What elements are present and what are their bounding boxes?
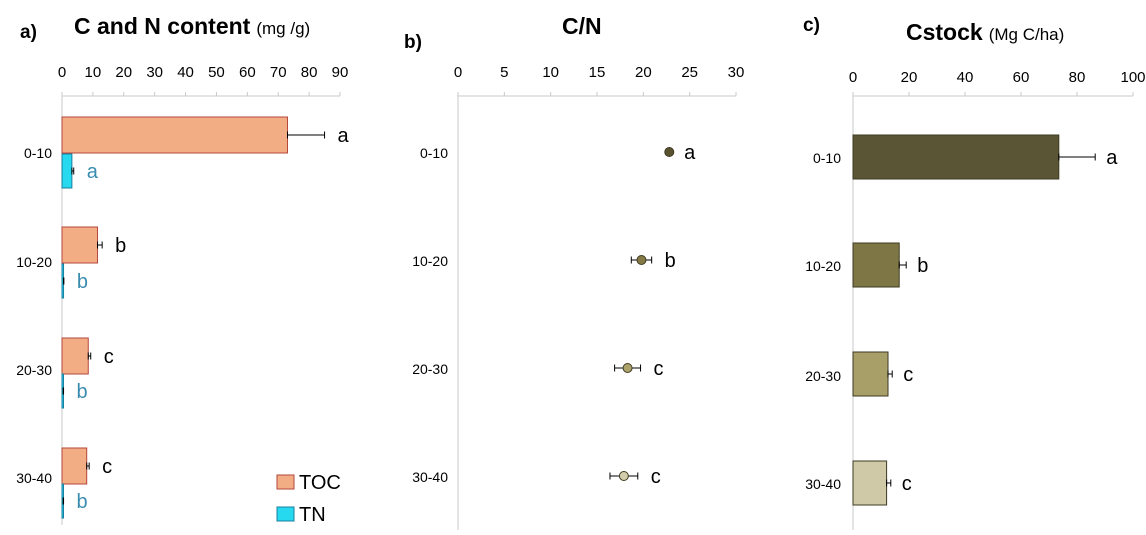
panel-c-title-unit: (Mg C/ha) [989,25,1065,44]
panel-c-title: Cstock (Mg C/ha) [906,19,1064,45]
significance-letter: c [903,364,913,386]
panel-b-categories: 0-10 10-20 20-30 30-40 [412,145,448,485]
data-point [664,147,675,157]
significance-letter-toc: c [102,456,112,478]
x-tick-label: 50 [208,64,225,81]
x-tick-label: 20 [635,64,652,81]
category-label: 20-30 [805,368,841,384]
bar-toc [61,226,99,264]
category-label: 0-10 [24,145,52,161]
panel-b-points: a b c c [609,142,696,488]
bar [852,460,888,506]
significance-letter-tn: b [77,271,88,293]
significance-letter: c [654,358,664,380]
legend-swatch-tn [276,506,295,522]
category-label: 10-20 [805,258,841,274]
category-label: 20-30 [412,361,448,377]
significance-letter-tn: b [77,491,88,513]
data-point [636,255,647,265]
bar-toc [61,116,288,154]
x-tick-label: 25 [681,64,698,81]
x-tick-label: 10 [542,64,559,81]
category-label: 0-10 [813,150,841,166]
category-label: 30-40 [412,469,448,485]
legend-label-tn: TN [299,504,326,526]
category-label: 30-40 [16,470,52,486]
panel-a-ticks: 0 10 20 30 40 50 60 70 80 90 [58,64,349,96]
x-tick-label: 60 [1013,69,1030,86]
x-tick-label: 10 [85,64,102,81]
panel-c-title-main: Cstock [906,19,983,45]
panel-b-letter: b) [404,32,422,53]
x-tick-label: 5 [500,64,508,81]
significance-letter: b [917,255,928,277]
category-label: 0-10 [420,145,448,161]
panel-c-letter: c) [803,15,820,36]
significance-letter-toc: b [115,235,126,257]
x-tick-label: 0 [849,69,857,86]
legend-label-toc: TOC [299,472,341,494]
x-tick-label: 20 [901,69,918,86]
panel-b: b) C/N 0 5 10 15 20 25 30 0-1010-2020-3030-40 … [404,13,744,530]
significance-letter-toc: a [338,125,350,147]
panel-c: c) Cstock (Mg C/ha) 0 20 40 60 80 100 0-10 10-2… [803,15,1146,530]
x-tick-label: 90 [332,64,349,81]
significance-letter-tn: a [87,161,99,183]
panel-c-bars: a b c c [852,134,1118,506]
x-tick-label: 100 [1120,69,1145,86]
panel-c-categories: 0-10 10-20 20-30 30-40 [805,150,841,492]
significance-letter: c [902,473,912,495]
x-tick-label: 40 [177,64,194,81]
x-tick-label: 80 [1069,69,1086,86]
panel-a-title-main: C and N content [74,13,251,39]
significance-letter: b [665,250,676,272]
panel-a-title-unit: (mg /g) [256,19,310,38]
x-tick-label: 0 [454,64,462,81]
bar [852,242,900,288]
category-label: 10-20 [16,254,52,270]
x-tick-label: 40 [957,69,974,86]
x-tick-label: 70 [270,64,287,81]
bar [852,134,1060,180]
category-label: 10-20 [412,253,448,269]
data-point [618,471,629,481]
significance-letter: a [684,142,696,164]
category-label: 20-30 [16,362,52,378]
bar-toc [61,337,89,375]
panel-a: a) C and N content (mg /g) 0 10 20 30 40 50 60 7… [16,13,349,526]
bar-toc [61,447,88,485]
bar [852,351,889,397]
significance-letter: a [1106,147,1118,169]
significance-letter-toc: c [104,346,114,368]
legend-swatch-toc [276,474,295,490]
x-tick-label: 60 [239,64,256,81]
significance-letter: c [651,466,661,488]
x-tick-label: 30 [728,64,745,81]
category-label: 30-40 [805,476,841,492]
panel-a-legend: TOC TN [276,472,341,526]
panel-c-ticks: 0 20 40 60 80 100 [849,69,1146,96]
panel-a-letter: a) [20,22,37,43]
data-point [622,363,633,373]
panel-b-ticks: 0 5 10 15 20 25 30 [454,64,745,96]
x-tick-label: 0 [58,64,66,81]
bar-tn [61,153,73,189]
panel-a-title: C and N content (mg /g) [74,13,310,39]
panel-a-categories: 0-10 10-20 20-30 30-40 [16,145,52,486]
x-tick-label: 80 [301,64,318,81]
significance-letter-tn: b [77,381,88,403]
x-tick-label: 20 [115,64,132,81]
x-tick-label: 30 [146,64,163,81]
x-tick-label: 15 [589,64,606,81]
panel-b-title: C/N [562,13,602,39]
